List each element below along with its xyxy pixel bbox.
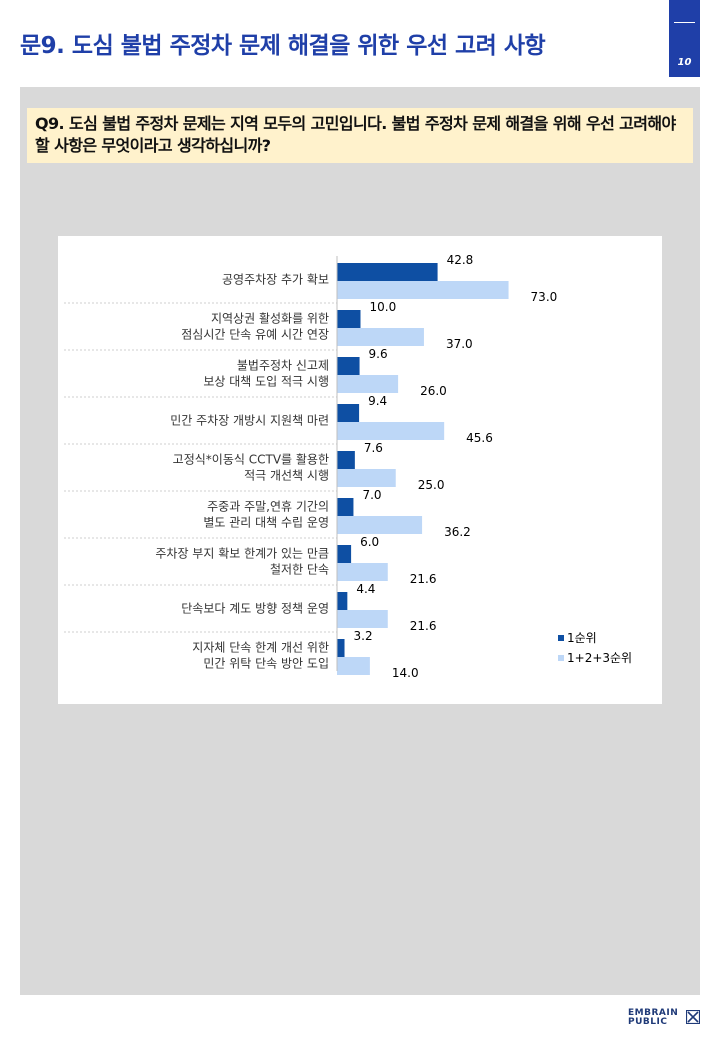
logo-text: EMBRAIN PUBLIC <box>628 1009 678 1027</box>
bar-rank123 <box>337 657 370 675</box>
bar-rank1 <box>337 404 360 422</box>
page-number-divider <box>674 22 695 23</box>
category-label: 지자체 단속 한계 개선 위한 <box>192 641 329 655</box>
value-label-rank1: 9.6 <box>369 347 388 361</box>
category-label: 보상 대책 도입 적극 시행 <box>203 374 329 389</box>
bar-rank1 <box>337 357 360 375</box>
value-label-rank123: 73.0 <box>531 290 558 304</box>
category-label: 별도 관리 대책 수립 운영 <box>203 515 329 530</box>
category-label: 단속보다 계도 방향 정책 운영 <box>181 601 329 616</box>
category-label: 적극 개선책 시행 <box>244 468 329 483</box>
bar-rank123 <box>337 563 388 581</box>
page-number-badge: 10 <box>669 0 700 77</box>
value-label-rank123: 37.0 <box>446 337 473 351</box>
category-label: 민간 위탁 단속 방안 도입 <box>203 657 329 671</box>
bar-rank123 <box>337 281 509 299</box>
logo-line-2: PUBLIC <box>628 1017 668 1027</box>
bar-rank1 <box>337 451 355 469</box>
embrain-public-logo: EMBRAIN PUBLIC <box>628 1009 700 1029</box>
value-label-rank1: 10.0 <box>370 300 397 314</box>
page-title: 문9. 도심 불법 주정차 문제 해결을 위한 우선 고려 사항 <box>20 33 546 59</box>
value-label-rank123: 45.6 <box>466 431 493 445</box>
bar-rank123 <box>337 422 445 440</box>
category-label: 점심시간 단속 유예 시간 연장 <box>181 328 329 342</box>
question-text: Q9. 도심 불법 주정차 문제는 지역 모두의 고민입니다. 불법 주정차 문… <box>27 108 693 163</box>
embrain-mark-icon <box>686 1010 700 1024</box>
bar-rank1 <box>337 498 354 516</box>
category-label: 불법주정차 신고제 <box>237 359 329 373</box>
value-label-rank123: 36.2 <box>444 525 471 539</box>
bar-rank1 <box>337 639 345 657</box>
value-label-rank123: 14.0 <box>392 666 419 680</box>
bar-rank1 <box>337 263 438 281</box>
value-label-rank1: 7.6 <box>364 441 383 455</box>
value-label-rank1: 4.4 <box>356 582 375 596</box>
logo-line-1: EMBRAIN <box>628 1008 679 1018</box>
value-label-rank123: 26.0 <box>420 384 447 398</box>
value-label-rank1: 42.8 <box>447 253 474 267</box>
value-label-rank1: 6.0 <box>360 535 379 549</box>
legend-label-rank1: 1순위 <box>567 631 597 645</box>
value-label-rank1: 9.4 <box>368 394 387 408</box>
category-label: 주중과 주말,연휴 기간의 <box>207 500 329 514</box>
page-number: 10 <box>677 57 692 68</box>
value-label-rank1: 7.0 <box>362 488 381 502</box>
bar-rank123 <box>337 375 399 393</box>
bar-rank1 <box>337 545 352 563</box>
category-label: 민간 주차장 개방시 지원책 마련 <box>170 413 329 428</box>
value-label-rank123: 21.6 <box>410 619 437 633</box>
value-label-rank123: 25.0 <box>418 478 445 492</box>
category-label: 철저한 단속 <box>270 563 329 577</box>
category-label: 주차장 부지 확보 한계가 있는 만큼 <box>155 547 329 561</box>
value-label-rank123: 21.6 <box>410 572 437 586</box>
legend-swatch-rank1 <box>558 635 564 641</box>
legend-label-rank123: 1+2+3순위 <box>567 651 632 665</box>
bar-rank123 <box>337 469 396 487</box>
legend-swatch-rank123 <box>558 655 564 661</box>
bar-rank1 <box>337 592 348 610</box>
category-label: 공영주차장 추가 확보 <box>222 273 329 287</box>
category-label: 고정식*이동식 CCTV를 활용한 <box>173 453 329 467</box>
category-label: 지역상권 활성화를 위한 <box>211 312 329 326</box>
value-label-rank1: 3.2 <box>354 629 373 643</box>
bar-rank1 <box>337 310 361 328</box>
bar-rank123 <box>337 610 388 628</box>
bar-rank123 <box>337 328 424 346</box>
bar-rank123 <box>337 516 423 534</box>
